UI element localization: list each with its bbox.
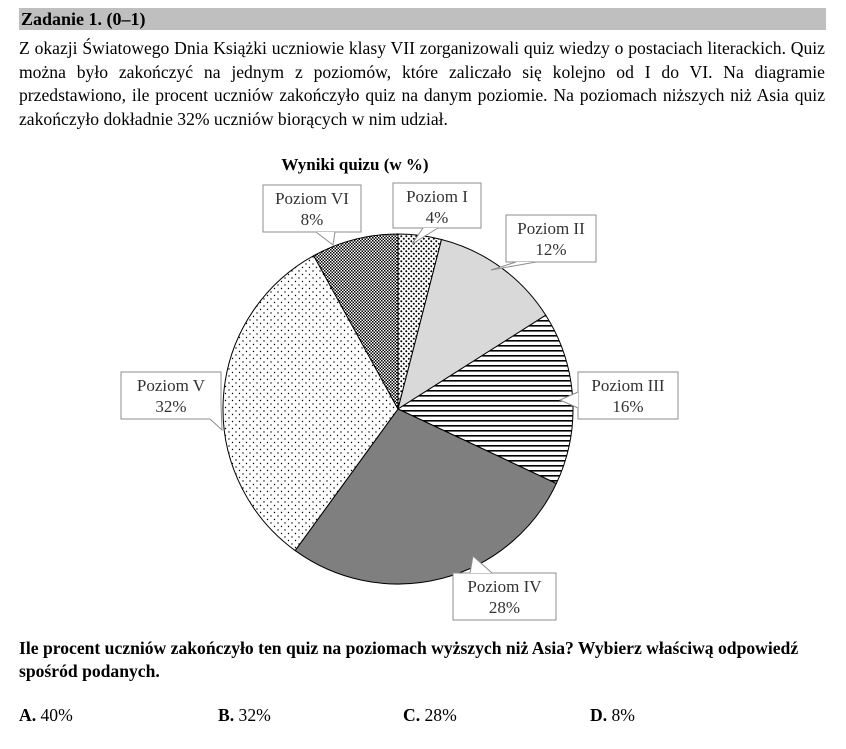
label-pointer	[469, 555, 493, 574]
answer-value: 8%	[607, 705, 635, 725]
pie-chart: Wyniki quizu (w %) Poziom I 4% Poziom II 12…	[120, 155, 679, 621]
answer-value: 28%	[420, 705, 457, 725]
answer-option-b[interactable]: B. 32%	[218, 705, 271, 726]
answer-letter: A.	[19, 705, 37, 725]
slice-label-3: Poziom III 16%	[558, 371, 679, 420]
slice-category-label: Poziom I	[406, 187, 468, 206]
slice-category-label: Poziom II	[517, 219, 585, 238]
label-box	[577, 371, 679, 420]
question-text: Ile procent uczniów zakończyło ten quiz …	[19, 638, 799, 681]
label-box	[120, 371, 222, 420]
slice-label-1: Poziom I 4%	[392, 182, 482, 245]
label-pointer	[411, 227, 439, 245]
answer-letter: C.	[403, 705, 421, 725]
pie-slice-5	[222, 254, 399, 552]
answer-value: 40%	[36, 705, 73, 725]
slice-value-label: 32%	[155, 397, 186, 416]
slice-value-label: 4%	[426, 208, 449, 227]
slice-label-4: Poziom IV 28%	[452, 555, 557, 621]
task-title: Zadanie 1. (0–1)	[21, 9, 146, 29]
label-box	[505, 214, 597, 263]
label-box	[452, 572, 557, 621]
slice-category-label: Poziom III	[591, 376, 665, 395]
answer-letter: D.	[590, 705, 608, 725]
slice-value-label: 28%	[489, 598, 520, 617]
label-pointer	[558, 391, 579, 409]
answer-letter: B.	[218, 705, 235, 725]
answer-option-c[interactable]: C. 28%	[403, 705, 457, 726]
slice-value-label: 8%	[301, 210, 324, 229]
answer-option-d[interactable]: D. 8%	[590, 705, 635, 726]
chart-title: Wyniki quizu (w %)	[281, 155, 428, 174]
slice-label-2: Poziom II 12%	[490, 214, 597, 271]
slice-label-5: Poziom V 32%	[120, 371, 223, 432]
slice-category-label: Poziom V	[137, 376, 206, 395]
label-box	[262, 184, 362, 233]
label-pointer	[490, 261, 537, 271]
label-pointer	[209, 404, 223, 432]
label-box	[392, 182, 482, 229]
slice-label-6: Poziom VI 8%	[262, 184, 362, 246]
pie-slice-6	[313, 233, 399, 410]
slice-value-label: 16%	[612, 397, 643, 416]
label-pointer	[315, 231, 336, 246]
task-intro: Z okazji Światowego Dnia Książki uczniow…	[19, 38, 825, 129]
answer-option-a[interactable]: A. 40%	[19, 705, 73, 726]
task-header: Zadanie 1. (0–1)	[19, 8, 826, 30]
slice-category-label: Poziom IV	[467, 577, 542, 596]
slice-value-label: 12%	[535, 240, 566, 259]
slice-category-label: Poziom VI	[275, 189, 349, 208]
pie-slice-4	[294, 408, 558, 585]
answer-value: 32%	[234, 705, 271, 725]
